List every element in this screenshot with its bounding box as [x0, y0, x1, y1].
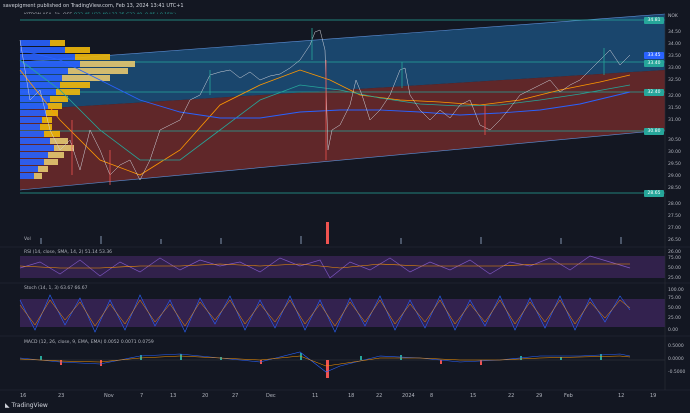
stoch-legend[interactable]: Stoch (14, 1, 3) 63.67 66.67: [24, 286, 88, 291]
stoch-d-line: [19, 299, 631, 327]
stoch-tick: 75.00: [668, 296, 681, 301]
stoch-tick: 25.00: [668, 316, 681, 321]
time-tick: 2024: [402, 393, 415, 399]
price-tick: 27.50: [668, 214, 681, 219]
volume-profile: [20, 40, 135, 179]
time-tick: 11: [312, 393, 319, 399]
rsi-line: [19, 255, 631, 279]
stoch-tick: 100.00: [668, 288, 684, 293]
time-tick: 7: [140, 393, 144, 399]
price-tick: 29.00: [668, 174, 681, 179]
macd-line: [19, 351, 631, 373]
price-tick: 29.50: [668, 162, 681, 167]
price-tick: 34.00: [668, 42, 681, 47]
time-tick: 12: [618, 393, 625, 399]
price-tick: 26.00: [668, 250, 681, 255]
time-tick: 15: [470, 393, 477, 399]
time-tick: 22: [376, 393, 383, 399]
time-tick: 19: [650, 393, 657, 399]
rsi-tick: 75.00: [668, 256, 681, 261]
time-tick: 20: [202, 393, 209, 399]
time-tick: 27: [232, 393, 239, 399]
price-tick: 28.00: [668, 202, 681, 207]
time-tick: 22: [508, 393, 515, 399]
price-badge: 34.81: [644, 17, 664, 24]
rsi-sma-line: [19, 263, 630, 269]
sma-200-line: [19, 49, 631, 119]
sma-100-line: [19, 59, 631, 161]
price-tick: 34.50: [668, 30, 681, 35]
price-tick: 28.50: [668, 186, 681, 191]
time-tick: Feb: [564, 393, 573, 399]
macd-tick: 0.0000: [668, 357, 684, 362]
chart-header: savepigment published on TradingView.com…: [0, 0, 690, 14]
time-tick: 23: [58, 393, 65, 399]
channel-lower-zone: [20, 70, 665, 190]
price-axis[interactable]: NOK 34.50 34.00 33.50 33.00 32.50 32.00 …: [667, 14, 690, 390]
macd-tick: -0.5000: [668, 370, 686, 375]
rsi-legend[interactable]: RSI (14, close, SMA, 14, 2) 51.14 53.36: [24, 250, 113, 255]
stoch-k-line: [19, 294, 631, 333]
time-tick: 18: [348, 393, 355, 399]
price-tick: 32.50: [668, 78, 681, 83]
price-badge: 32.40: [644, 89, 664, 96]
sma-50-line: [19, 69, 631, 176]
currency-label: NOK: [668, 14, 678, 19]
tradingview-logo[interactable]: ◣ TradingView: [5, 402, 48, 409]
macd-tick: 0.5000: [668, 344, 684, 349]
time-tick: 13: [170, 393, 177, 399]
volume-bars: [40, 222, 622, 244]
price-tick: 31.00: [668, 118, 681, 123]
price-series: [19, 29, 631, 181]
macd-histogram: [40, 353, 602, 378]
stoch-tick: 0.00: [668, 328, 679, 333]
rsi-tick: 50.00: [668, 266, 681, 271]
time-tick: Nov: [104, 393, 114, 399]
publish-title: savepigment published on TradingView.com…: [3, 3, 184, 9]
price-tick: 26.50: [668, 238, 681, 243]
price-tick: 33.00: [668, 66, 681, 71]
price-tick: 32.00: [668, 94, 681, 99]
signal-line: [19, 355, 631, 367]
price-tick: 33.50: [668, 54, 681, 59]
price-badge: 33.40: [644, 60, 664, 67]
stoch-tick: 50.00: [668, 306, 681, 311]
price-tick: 30.00: [668, 150, 681, 155]
price-badge: 28.65: [644, 190, 664, 197]
time-tick: Dec: [266, 393, 276, 399]
time-tick: 16: [20, 393, 27, 399]
price-badge: 30.80: [644, 128, 664, 135]
time-tick: 8: [430, 393, 434, 399]
time-tick: 29: [536, 393, 543, 399]
rsi-band: [20, 256, 665, 278]
price-tick: 31.50: [668, 106, 681, 111]
rsi-tick: 25.00: [668, 276, 681, 281]
vol-legend[interactable]: Vol: [24, 237, 31, 242]
price-tick: 30.50: [668, 138, 681, 143]
up-candles: [209, 28, 605, 95]
price-badge-current: 33.45: [644, 52, 664, 59]
logo-icon: ◣: [5, 402, 10, 409]
macd-legend[interactable]: MACD (12, 26, close, 9, EMA, EMA) 0.0052…: [24, 340, 154, 345]
down-candles: [71, 60, 486, 185]
price-tick: 27.00: [668, 226, 681, 231]
logo-text: TradingView: [11, 402, 48, 409]
